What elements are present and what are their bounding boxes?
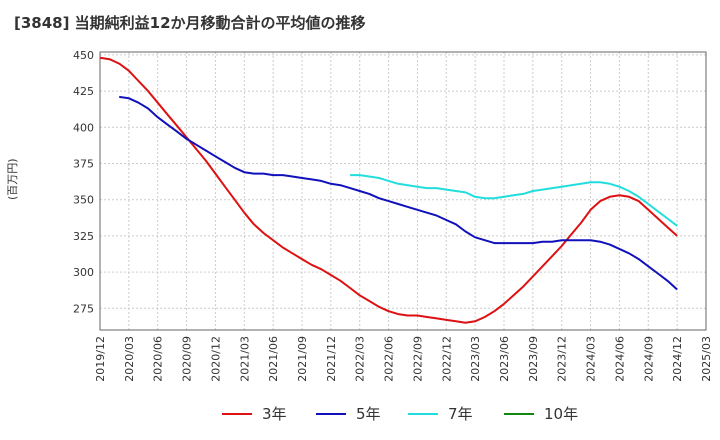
x-tick-label: 2019/12 bbox=[94, 336, 107, 382]
x-tick-label: 2025/03 bbox=[700, 336, 713, 382]
legend-label: 5年 bbox=[356, 405, 381, 423]
x-tick-label: 2023/06 bbox=[498, 336, 511, 382]
legend-item: 10年 bbox=[504, 405, 578, 423]
series-line bbox=[350, 174, 678, 227]
x-tick-label: 2023/03 bbox=[469, 336, 482, 382]
x-axis-ticks: 2019/12 2020/03 2020/06 2020/09 2020/12 2021/… bbox=[94, 336, 713, 382]
y-tick-label: 400 bbox=[73, 121, 94, 134]
legend-label: 10年 bbox=[544, 405, 578, 423]
x-tick-label: 2020/06 bbox=[152, 336, 165, 382]
plot-frame bbox=[99, 51, 707, 331]
y-tick-label: 425 bbox=[73, 85, 94, 98]
x-tick-label: 2021/03 bbox=[238, 336, 251, 382]
y-tick-label: 375 bbox=[73, 157, 94, 170]
x-tick-label: 2022/09 bbox=[411, 336, 424, 382]
grid-lines bbox=[99, 52, 707, 330]
x-tick-label: 2024/06 bbox=[613, 336, 626, 382]
series-lines bbox=[99, 56, 678, 324]
x-tick-label: 2020/12 bbox=[209, 336, 222, 382]
legend-item: 7年 bbox=[408, 405, 473, 423]
x-tick-label: 2022/12 bbox=[440, 336, 453, 382]
x-tick-label: 2021/09 bbox=[296, 336, 309, 382]
series-line bbox=[99, 56, 678, 324]
x-tick-label: 2024/03 bbox=[585, 336, 598, 382]
x-tick-label: 2024/09 bbox=[642, 336, 655, 382]
x-tick-label: 2020/09 bbox=[181, 336, 194, 382]
y-axis-ticks: 275 300 325 350 375 400 425 450 bbox=[73, 49, 94, 315]
legend: 3年 5年 7年 10年 bbox=[222, 405, 578, 423]
legend-label: 7年 bbox=[448, 405, 473, 423]
y-tick-label: 300 bbox=[73, 266, 94, 279]
x-tick-label: 2024/12 bbox=[671, 336, 684, 382]
x-tick-label: 2021/06 bbox=[267, 336, 280, 382]
legend-item: 3年 bbox=[222, 405, 287, 423]
legend-label: 3年 bbox=[262, 405, 287, 423]
x-tick-label: 2021/12 bbox=[325, 336, 338, 382]
x-tick-label: 2023/09 bbox=[527, 336, 540, 382]
x-tick-label: 2023/12 bbox=[556, 336, 569, 382]
y-tick-label: 450 bbox=[73, 49, 94, 62]
x-tick-label: 2022/03 bbox=[354, 336, 367, 382]
chart-title: [3848] 当期純利益12か月移動合計の平均値の推移 bbox=[14, 14, 366, 32]
x-tick-label: 2020/03 bbox=[123, 336, 136, 382]
series-line bbox=[119, 95, 678, 291]
x-tick-label: 2022/06 bbox=[383, 336, 396, 382]
y-tick-label: 350 bbox=[73, 194, 94, 207]
y-tick-label: 325 bbox=[73, 230, 94, 243]
legend-item: 5年 bbox=[316, 405, 381, 423]
y-tick-label: 275 bbox=[73, 302, 94, 315]
